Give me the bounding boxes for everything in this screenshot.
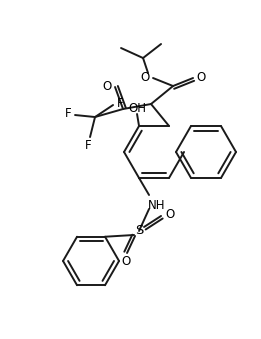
Text: F: F xyxy=(65,106,71,120)
Text: O: O xyxy=(102,80,112,93)
Text: S: S xyxy=(135,224,143,238)
Text: O: O xyxy=(140,71,150,83)
Text: O: O xyxy=(165,208,175,221)
Text: O: O xyxy=(197,71,206,83)
Text: NH: NH xyxy=(148,199,166,213)
Text: F: F xyxy=(85,139,91,152)
Text: O: O xyxy=(121,256,131,268)
Text: OH: OH xyxy=(128,101,146,115)
Text: F: F xyxy=(117,97,123,109)
